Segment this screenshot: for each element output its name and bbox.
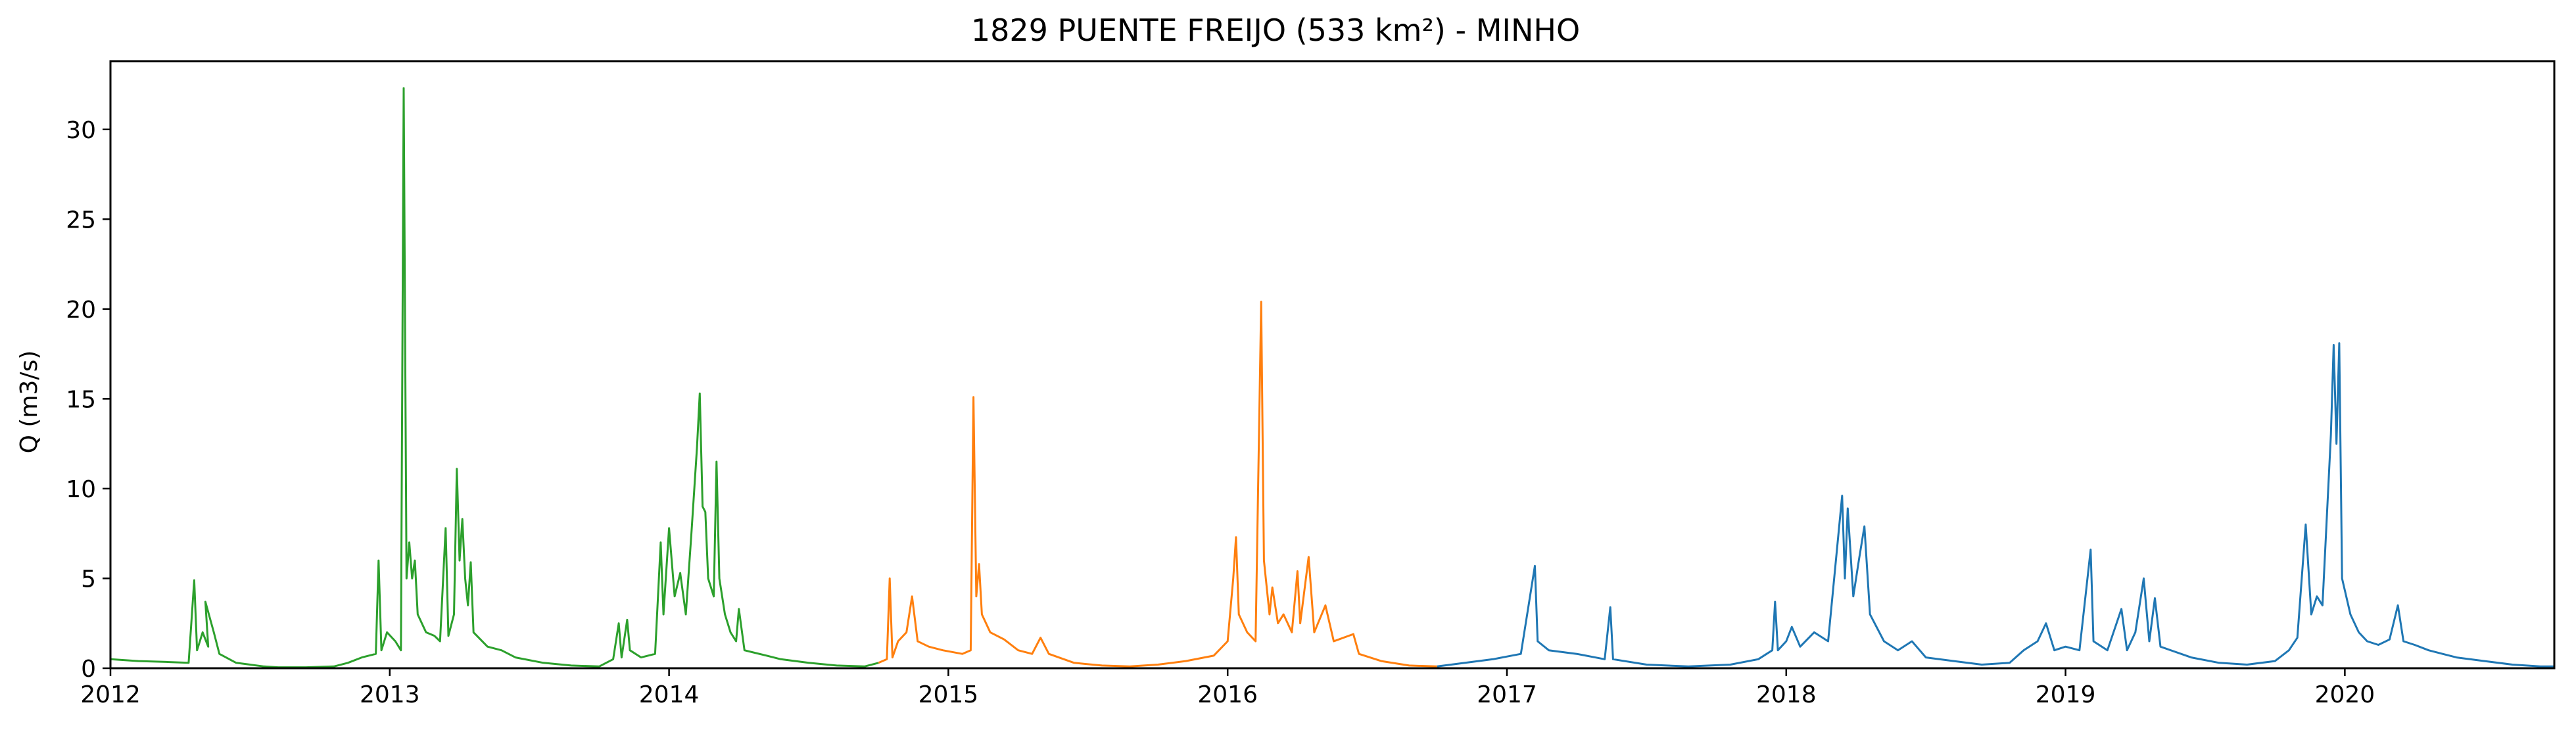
y-tick-label: 5 [81,566,96,593]
y-tick-label: 0 [81,656,96,683]
y-axis-ticks: 0 5 10 15 20 25 30 [66,117,110,683]
y-axis-label: Q (m3/s) [16,351,43,454]
plot-frame [109,60,2556,670]
y-tick-label: 10 [66,476,96,503]
chart-title: 1829 PUENTE FREIJO (533 km²) - MINHO [971,12,1580,48]
series-line-1 [110,87,879,669]
x-tick-label: 2014 [639,681,700,708]
y-tick-label: 15 [66,386,96,413]
x-tick-label: 2015 [918,681,979,708]
series-layer [110,87,2554,669]
series-line-3 [1437,342,2554,668]
x-tick-label: 2020 [2315,681,2375,708]
x-tick-label: 2019 [2036,681,2096,708]
x-tick-label: 2017 [1477,681,1537,708]
x-tick-label: 2016 [1197,681,1258,708]
x-axis-ticks: 2012 2013 2014 2015 2016 2017 2018 2019 2020 [80,668,2375,708]
x-tick-label: 2013 [360,681,420,708]
y-tick-label: 20 [66,297,96,324]
y-tick-label: 25 [66,207,96,233]
series-line-2 [878,301,1437,668]
x-tick-label: 2012 [80,681,141,708]
x-tick-label: 2018 [1756,681,1817,708]
y-tick-label: 30 [66,117,96,144]
